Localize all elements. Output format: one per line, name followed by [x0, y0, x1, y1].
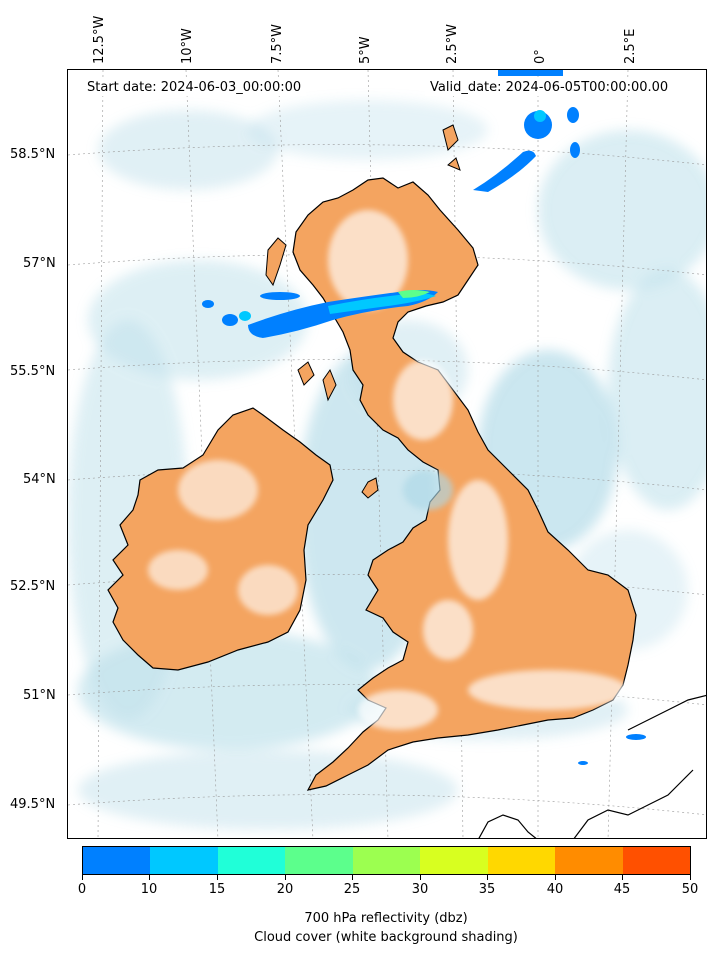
lat-label-57n: 57°N [23, 256, 56, 271]
lon-label-0: 0° [533, 49, 548, 64]
lat-label-55-5n: 55.5°N [10, 364, 56, 379]
colorbar-caption-cloud-cover: Cloud cover (white background shading) [254, 930, 518, 945]
map-canvas [68, 70, 706, 838]
colorbar-tick-label: 40 [546, 882, 564, 897]
colorbar-tick [555, 875, 556, 880]
colorbar-segment [83, 847, 151, 874]
hebrides [265, 124, 461, 402]
great-britain-land [292, 177, 637, 791]
lon-label-7-5w: 7.5°W [270, 23, 285, 64]
reflectivity-band [202, 70, 646, 765]
brittany-coast [478, 814, 537, 838]
colorbar-tick [149, 875, 150, 880]
lon-label-2-5w: 2.5°W [445, 23, 460, 64]
colorbar-tick [217, 875, 218, 880]
colorbar-segment [487, 847, 556, 874]
reflectivity-colorbar [82, 846, 691, 875]
colorbar-tick-label: 35 [478, 882, 496, 897]
colorbar-tick-label: 45 [613, 882, 631, 897]
colorbar-tick-label: 25 [343, 882, 361, 897]
isle-of-man [361, 477, 379, 499]
lat-label-54n: 54°N [23, 472, 56, 487]
sea-cloud-shading [68, 100, 706, 830]
lon-label-5w: 5°W [358, 36, 373, 64]
colorbar-tick-label: 20 [276, 882, 294, 897]
lon-label-12-5w: 12.5°W [92, 15, 107, 64]
map-panel [67, 69, 707, 839]
colorbar-segment [420, 847, 488, 874]
colorbar-tick-label: 15 [208, 882, 226, 897]
lon-label-10w: 10°W [180, 28, 195, 64]
colorbar-tick-label: 50 [681, 882, 699, 897]
colorbar-segment [150, 847, 218, 874]
colorbar-tick-label: 10 [140, 882, 158, 897]
lat-label-49-5n: 49.5°N [10, 797, 56, 812]
colorbar-segment [217, 847, 286, 874]
colorbar-segment [285, 847, 353, 874]
colorbar-segment [352, 847, 421, 874]
france-coast [573, 694, 706, 838]
colorbar-segment [622, 847, 690, 874]
colorbar-segment [555, 847, 623, 874]
lat-label-58-5n: 58.5°N [10, 147, 56, 162]
colorbar-tick-label: 0 [77, 882, 87, 897]
colorbar-tick [622, 875, 623, 880]
colorbar-tick [487, 875, 488, 880]
ireland-cloud-gaps [148, 460, 298, 615]
britain-cloud-gaps [328, 210, 628, 730]
colorbar-tick [690, 875, 691, 880]
colorbar-tick [82, 875, 83, 880]
valid-date-label: Valid_date: 2024-06-05T00:00:00.00 [425, 79, 674, 96]
lat-label-52-5n: 52.5°N [10, 579, 56, 594]
colorbar-tick [285, 875, 286, 880]
colorbar-tick [352, 875, 353, 880]
start-date-label: Start date: 2024-06-03_00:00:00 [82, 79, 307, 96]
lon-label-2-5e: 2.5°E [623, 28, 638, 64]
colorbar-caption-reflectivity: 700 hPa reflectivity (dbz) [304, 911, 468, 926]
lat-label-51n: 51°N [23, 688, 56, 703]
colorbar-tick-label: 30 [411, 882, 429, 897]
colorbar-tick [420, 875, 421, 880]
